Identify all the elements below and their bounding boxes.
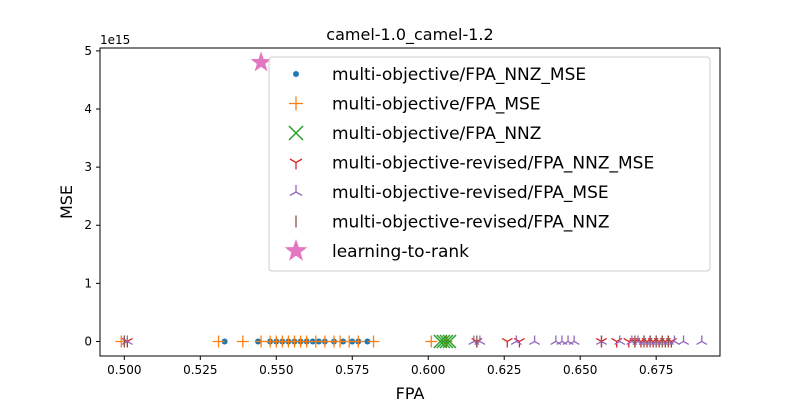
point-star-0 <box>250 51 272 72</box>
x-tick-label: 0.650 <box>563 363 597 377</box>
legend-label: learning-to-rank <box>332 242 469 262</box>
legend-entry: multi-objective-revised/FPA_MSE <box>289 183 609 203</box>
legend-entry: multi-objective-revised/FPA_NNZ_MSE <box>289 154 654 174</box>
legend-entry: learning-to-rank <box>284 239 469 262</box>
point-tri_up-10 <box>614 335 626 346</box>
legend-label: multi-objective/FPA_NNZ <box>332 124 541 144</box>
point-tri_down-2 <box>501 337 513 348</box>
y-tick-label: 3 <box>84 160 92 174</box>
y-tick-label: 1 <box>84 276 92 290</box>
data-marks <box>115 51 708 349</box>
series-x <box>433 334 457 349</box>
x-tick-label: 0.500 <box>107 363 141 377</box>
legend-label: multi-objective/FPA_MSE <box>332 95 541 115</box>
plot-frame <box>99 47 721 357</box>
y-tick-label: 2 <box>84 218 92 232</box>
point-tri_up-8 <box>568 335 580 346</box>
y-tick-label: 0 <box>84 334 92 348</box>
series-vline <box>123 335 669 348</box>
series-plus <box>115 335 453 348</box>
x-axis-ticks: 0.500 0.525 0.550 0.575 0.600 0.625 0.650 0.675 <box>107 356 673 377</box>
legend-label: multi-objective-revised/FPA_MSE <box>332 183 609 203</box>
legend-label: multi-objective-revised/FPA_NNZ_MSE <box>332 154 654 174</box>
x-tick-label: 0.675 <box>639 363 673 377</box>
point-plus-2 <box>236 335 249 348</box>
point-x-3 <box>442 334 457 349</box>
point-tri_up-4 <box>529 335 541 346</box>
point-plus-1 <box>212 335 225 348</box>
x-tick-label: 0.525 <box>183 363 217 377</box>
point-tri_up-3 <box>510 335 522 346</box>
y-scale-label: 1e15 <box>100 33 130 47</box>
legend-marker-x-2 <box>288 125 304 141</box>
series-star <box>250 51 272 72</box>
point-x-2 <box>439 334 454 349</box>
legend-entry: multi-objective/FPA_NNZ_MSE <box>293 65 586 85</box>
legend-entry: multi-objective/FPA_NNZ <box>288 124 541 144</box>
point-plus-16 <box>352 335 365 348</box>
point-plus-0 <box>115 335 128 348</box>
point-plus-18 <box>425 335 438 348</box>
point-dot-16 <box>364 338 371 345</box>
point-dot-0 <box>221 338 228 345</box>
series-tri_up <box>121 335 708 346</box>
point-x-1 <box>436 334 451 349</box>
point-plus-17 <box>367 335 380 348</box>
x-tick-label: 0.575 <box>335 363 369 377</box>
legend-entry: multi-objective-revised/FPA_NNZ <box>295 213 610 233</box>
legend-box <box>268 56 711 272</box>
legend-entry: multi-objective/FPA_MSE <box>289 95 541 115</box>
legend-label: multi-objective/FPA_NNZ_MSE <box>332 65 586 85</box>
series-tri_down <box>121 337 677 348</box>
legend-marker-tri_down-3 <box>289 158 303 170</box>
point-tri_up-19 <box>677 335 690 346</box>
y-axis-ticks: 0 1 2 3 4 5 <box>84 44 100 348</box>
legend-marker-tri_up-4 <box>289 185 303 197</box>
legend-label: multi-objective-revised/FPA_NNZ <box>332 213 610 233</box>
chart-title: camel-1.0_camel-1.2 <box>326 25 493 45</box>
x-tick-label: 0.600 <box>411 363 445 377</box>
point-tri_up-20 <box>696 335 708 346</box>
legend: multi-objective/FPA_NNZ_MSE multi-objecti… <box>268 56 711 272</box>
legend-marker-star-6 <box>284 239 308 261</box>
legend-marker-dot-0 <box>293 71 299 77</box>
point-tri_up-18 <box>668 335 680 346</box>
y-tick-label: 5 <box>84 44 92 58</box>
x-tick-label: 0.550 <box>259 363 293 377</box>
legend-marker-plus-1 <box>289 96 303 111</box>
x-tick-label: 0.625 <box>487 363 521 377</box>
x-axis-label: FPA <box>396 384 425 400</box>
y-axis-label: MSE <box>57 185 76 219</box>
y-tick-label: 4 <box>84 102 92 116</box>
